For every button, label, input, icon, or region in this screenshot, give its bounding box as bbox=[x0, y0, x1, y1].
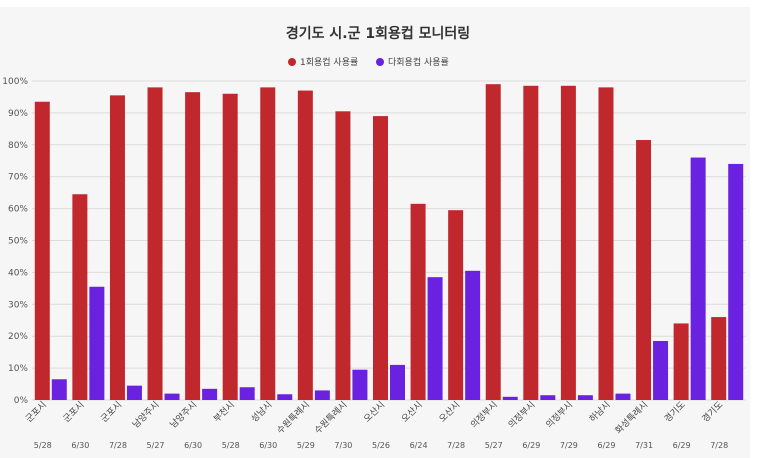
y-tick-label: 90% bbox=[8, 109, 28, 119]
x-category-label: 성남시 bbox=[249, 399, 274, 424]
y-tick-label: 70% bbox=[8, 173, 28, 183]
x-category-label: 수원특례시 bbox=[275, 399, 312, 436]
x-category-label: 남양주시 bbox=[130, 399, 161, 430]
bar-disposable bbox=[260, 87, 276, 400]
y-tick-label: 50% bbox=[8, 237, 28, 247]
x-date-label: 7/28 bbox=[109, 441, 127, 450]
x-category-label: 오산시 bbox=[399, 399, 424, 424]
bar-disposable bbox=[222, 93, 238, 400]
legend-label-reusable: 다회용컵 사용률 bbox=[388, 56, 449, 68]
x-date-label: 7/30 bbox=[334, 441, 352, 450]
x-date-label: 5/29 bbox=[297, 441, 315, 450]
bar-reusable bbox=[89, 286, 105, 400]
x-date-label: 6/30 bbox=[184, 441, 202, 450]
x-date-label: 5/27 bbox=[147, 441, 165, 450]
bar-disposable bbox=[711, 317, 727, 400]
y-tick-label: 30% bbox=[8, 300, 28, 310]
x-date-label: 5/28 bbox=[34, 441, 52, 450]
legend-swatch-reusable bbox=[376, 58, 384, 66]
bar-reusable bbox=[728, 163, 744, 400]
x-date-label: 5/26 bbox=[372, 441, 390, 450]
bar-reusable bbox=[314, 390, 330, 400]
x-category-label: 오산시 bbox=[437, 399, 462, 424]
x-axis: 군포시5/28군포시6/30군포시7/28남양주시5/27남양주시6/30부천시… bbox=[24, 399, 729, 450]
legend-item-disposable: 1회용컵 사용률 bbox=[288, 56, 358, 68]
bar-reusable bbox=[51, 379, 67, 400]
x-date-label: 6/30 bbox=[71, 441, 89, 450]
bar-disposable bbox=[673, 323, 689, 400]
x-category-label: 화성특례시 bbox=[613, 399, 650, 436]
x-category-label: 의정부시 bbox=[469, 399, 500, 430]
y-tick-label: 20% bbox=[8, 332, 28, 342]
legend-label-disposable: 1회용컵 사용률 bbox=[300, 56, 358, 68]
x-date-label: 7/31 bbox=[635, 441, 653, 450]
bar-disposable bbox=[335, 111, 351, 401]
bar-reusable bbox=[502, 396, 518, 400]
x-date-label: 7/28 bbox=[710, 441, 728, 450]
bar-disposable bbox=[485, 84, 501, 400]
bar-disposable bbox=[297, 90, 313, 400]
legend-swatch-disposable bbox=[288, 58, 296, 66]
bar-reusable bbox=[277, 394, 293, 400]
bar-reusable bbox=[427, 277, 443, 400]
bar-disposable bbox=[72, 194, 88, 400]
legend-item-reusable: 다회용컵 사용률 bbox=[376, 56, 449, 68]
bar-reusable bbox=[577, 395, 593, 400]
bar-reusable bbox=[164, 393, 180, 400]
x-date-label: 5/27 bbox=[485, 441, 503, 450]
x-category-label: 의정부시 bbox=[506, 399, 537, 430]
x-category-label: 경기도 bbox=[699, 399, 725, 425]
bar-disposable bbox=[448, 210, 464, 400]
bar-reusable bbox=[540, 395, 556, 400]
bars bbox=[34, 84, 744, 401]
bar-disposable bbox=[523, 85, 539, 400]
legend: 1회용컵 사용률 다회용컵 사용률 bbox=[288, 56, 449, 68]
bar-disposable bbox=[109, 95, 125, 400]
bar-reusable bbox=[615, 393, 631, 400]
bar-disposable bbox=[185, 92, 201, 400]
bar-disposable bbox=[147, 87, 163, 400]
x-category-label: 오산시 bbox=[362, 399, 387, 424]
y-tick-label: 60% bbox=[8, 205, 28, 215]
x-category-label: 부천시 bbox=[211, 399, 236, 424]
x-date-label: 5/28 bbox=[222, 441, 240, 450]
bar-disposable bbox=[636, 140, 652, 400]
bar-reusable bbox=[352, 369, 368, 400]
x-category-label: 수원특례시 bbox=[312, 399, 349, 436]
chart-title: 경기도 시.군 1회용컵 모니터링 bbox=[286, 25, 470, 42]
bar-disposable bbox=[34, 101, 50, 401]
bar-reusable bbox=[126, 385, 142, 400]
bar-reusable bbox=[653, 340, 669, 400]
bar-disposable bbox=[373, 116, 388, 400]
bar-reusable bbox=[465, 270, 481, 400]
x-category-label: 경기도 bbox=[662, 399, 688, 425]
x-date-label: 7/29 bbox=[560, 441, 578, 450]
x-date-label: 6/29 bbox=[597, 441, 615, 450]
y-tick-label: 10% bbox=[8, 364, 28, 374]
bar-reusable bbox=[239, 387, 255, 400]
bar-disposable bbox=[598, 87, 614, 400]
bar-disposable bbox=[560, 85, 576, 400]
x-date-label: 6/29 bbox=[522, 441, 540, 450]
y-tick-label: 0% bbox=[14, 396, 29, 406]
y-axis: 0% 10% 20% 30% 40% 50% 60% 70% 80% 90% 100% bbox=[2, 77, 28, 406]
x-date-label: 6/29 bbox=[673, 441, 691, 450]
x-date-label: 6/24 bbox=[410, 441, 428, 450]
bar-reusable bbox=[390, 364, 405, 400]
x-date-label: 6/30 bbox=[259, 441, 277, 450]
x-category-label: 남양주시 bbox=[168, 399, 199, 430]
x-date-label: 7/28 bbox=[447, 441, 465, 450]
bar-disposable bbox=[410, 203, 426, 400]
x-category-label: 의정부시 bbox=[544, 399, 575, 430]
bar-chart: 경기도 시.군 1회용컵 모니터링 1회용컵 사용률 다회용컵 사용률 0% 10… bbox=[2, 25, 746, 450]
x-category-label: 군포시 bbox=[99, 399, 124, 424]
y-tick-label: 40% bbox=[8, 268, 28, 278]
chart-panel: 경기도 시.군 1회용컵 모니터링 1회용컵 사용률 다회용컵 사용률 0% 10… bbox=[0, 7, 750, 458]
bar-reusable bbox=[202, 388, 218, 400]
y-tick-label: 80% bbox=[8, 141, 28, 151]
bar-reusable bbox=[690, 157, 706, 400]
x-category-label: 군포시 bbox=[61, 399, 86, 424]
x-category-label: 하남시 bbox=[587, 399, 612, 424]
y-tick-label: 100% bbox=[2, 77, 28, 87]
